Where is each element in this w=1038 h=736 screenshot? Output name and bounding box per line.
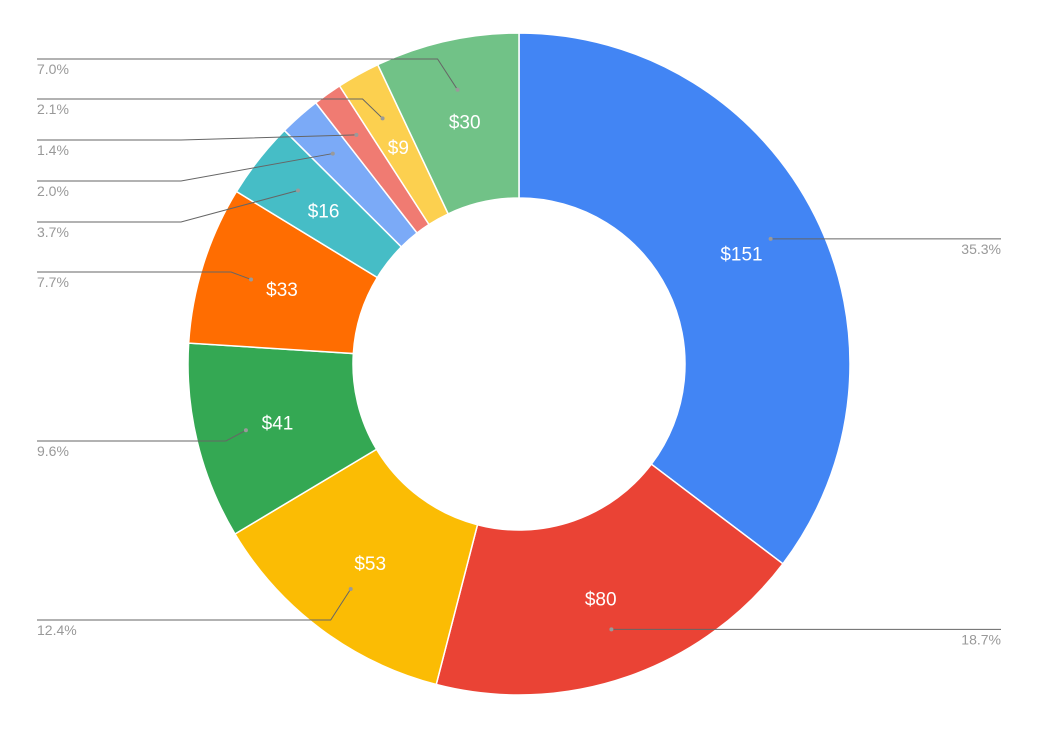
- slice-value-label: $80: [585, 590, 617, 611]
- percent-label: 9.6%: [37, 443, 69, 459]
- donut-slice: [518, 32, 851, 565]
- percent-label: 7.0%: [37, 61, 69, 77]
- leader-dot: [330, 151, 335, 156]
- leader-dot: [354, 132, 359, 137]
- leader-line: [37, 98, 383, 119]
- leader-dot: [295, 188, 300, 193]
- percent-label: 2.0%: [37, 183, 69, 199]
- leader-line: [37, 588, 352, 621]
- percent-label: 3.7%: [37, 224, 69, 240]
- slice-value-label: $16: [308, 202, 340, 223]
- slice-value-label: $9: [388, 138, 409, 159]
- leader-dot: [768, 236, 773, 241]
- slice-value-label: $30: [449, 113, 481, 134]
- slice-value-label: $41: [262, 414, 294, 435]
- leader-line: [37, 153, 333, 182]
- percent-label: 7.7%: [37, 274, 69, 290]
- donut-slice: [233, 448, 479, 686]
- leader-dot: [249, 277, 254, 282]
- leader-line: [37, 58, 458, 91]
- slice-value-label: $33: [266, 280, 298, 301]
- percent-label: 2.1%: [37, 101, 69, 117]
- slice-value-label: $53: [354, 554, 386, 575]
- percent-label: 12.4%: [37, 622, 77, 638]
- leader-line: [37, 271, 252, 280]
- percent-label: 1.4%: [37, 142, 69, 158]
- leader-dot: [348, 587, 353, 592]
- slice-value-labels: $151 $80 $53 $41 $33 $16 $9 $30: [262, 113, 763, 611]
- percent-labels: 35.3% 18.7% 12.4% 9.6% 7.7% 3.7% 2.0% 1.4% 2.1% 7…: [37, 61, 1001, 647]
- leader-dot: [243, 428, 248, 433]
- leader-line: [37, 189, 299, 223]
- leader-dot: [455, 87, 460, 92]
- percent-label: 18.7%: [961, 631, 1001, 647]
- donut-slices: [187, 32, 851, 696]
- slice-value-label: $151: [720, 244, 762, 265]
- leader-line: [37, 134, 357, 141]
- percent-leader-lines: [37, 58, 1001, 632]
- leader-dot: [609, 627, 614, 632]
- donut-slice: [376, 32, 520, 215]
- leader-line: [37, 429, 247, 442]
- leader-dot: [380, 116, 385, 121]
- donut-slice: [435, 463, 784, 696]
- percent-label: 35.3%: [961, 241, 1001, 257]
